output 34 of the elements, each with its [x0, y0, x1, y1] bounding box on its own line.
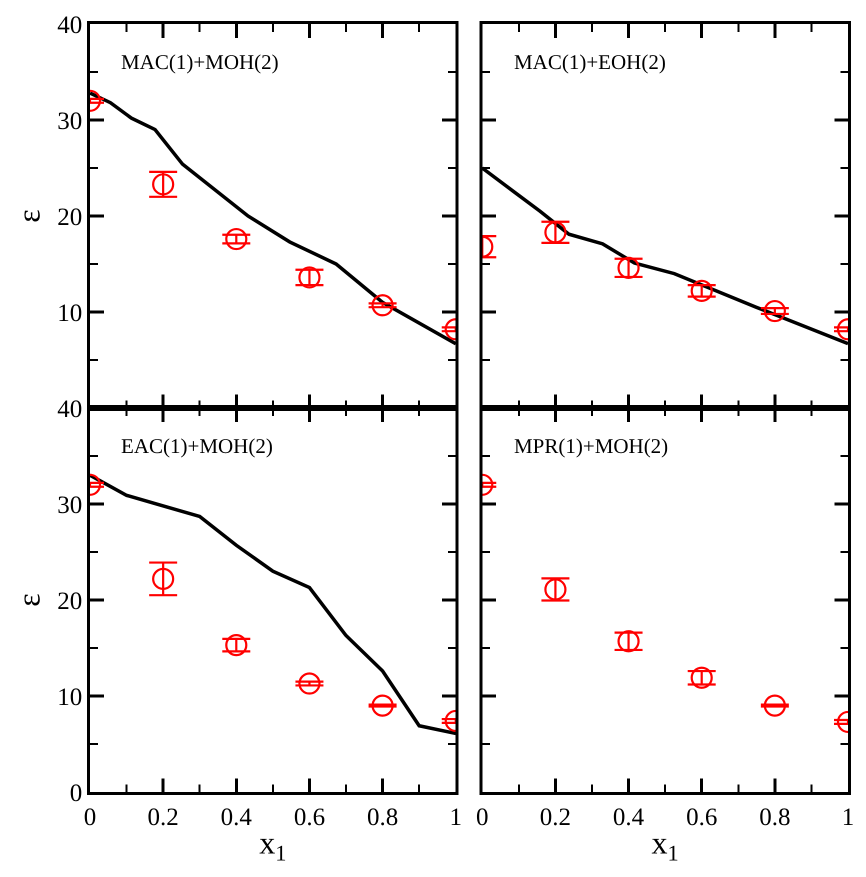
x-tick-label: 0.8 [366, 804, 398, 831]
point [225, 228, 248, 250]
y-axis-title: ε [10, 209, 47, 223]
line-series [90, 473, 456, 736]
y-tick-label: 10 [57, 300, 82, 327]
x-tick-label: 1 [449, 804, 462, 831]
y-tick-label: 20 [57, 204, 82, 231]
y-tick-label: 40 [57, 396, 82, 423]
x-tick-label: 0.6 [686, 804, 718, 831]
x-tick-label: 0.4 [612, 804, 645, 831]
text: MAC(1)+EOH(2) [514, 50, 666, 74]
text: EAC(1)+MOH(2) [121, 434, 273, 458]
x-axis-title: x$_{1}$ [652, 824, 679, 866]
y-tick-label: 30 [57, 492, 82, 519]
x-tick-label: 1 [842, 804, 854, 831]
text: MPR(1)+MOH(2) [514, 434, 668, 458]
y-tick-label: 30 [57, 108, 82, 135]
y-tick-label: 40 [57, 12, 82, 39]
point [690, 280, 713, 302]
y-tick-label: 10 [57, 684, 82, 711]
x-axis-title: x$_{1}$ [259, 824, 286, 866]
x-tick-label: 0.8 [759, 804, 790, 831]
x-tick-label: 0.2 [540, 804, 572, 831]
x-tick-label: 0.6 [294, 804, 326, 831]
y-axis-title: ε [10, 593, 47, 607]
x-tick-label: 0.2 [148, 804, 179, 831]
y-tick-label: 20 [57, 588, 82, 615]
y-tick-label: 0 [70, 780, 82, 807]
point [617, 256, 640, 279]
text: MAC(1)+MOH(2) [121, 50, 279, 74]
line-series [90, 91, 456, 346]
x-tick-label: 0 [476, 804, 489, 831]
point [298, 266, 321, 289]
x-tick-label: 0.4 [220, 804, 252, 831]
